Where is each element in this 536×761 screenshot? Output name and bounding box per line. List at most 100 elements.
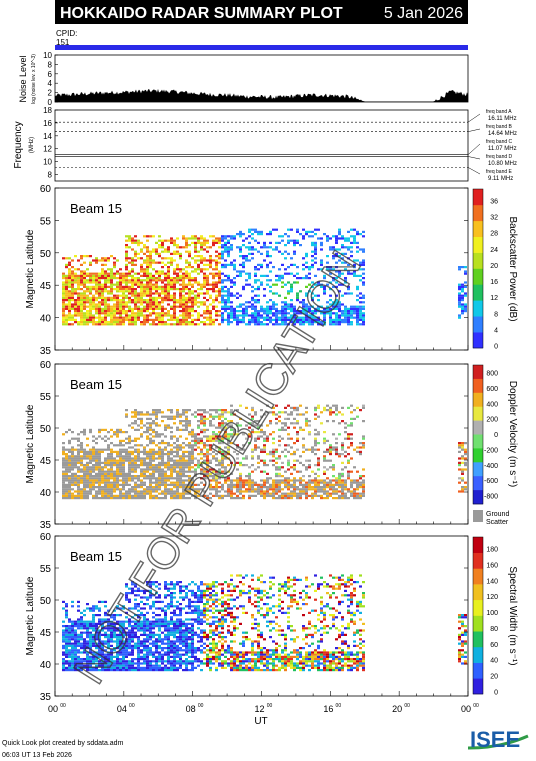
noise-tick-label: 0	[48, 98, 53, 107]
color-bar: 0 4 8 12 16 20 24 28 32 36	[472, 188, 498, 351]
velocity-panel: 35 40 45 50 55 60 Magnetic Latitude Beam 15 800 6…	[25, 360, 518, 531]
time-tick-label: 00	[461, 704, 471, 714]
latitude-tick-label: 35	[40, 520, 52, 531]
frequency-band-label: freq band E	[486, 169, 513, 175]
time-axis: 00 00 04 00 08 00 12 00 16 00 20 00 00 00	[48, 703, 479, 714]
frequency-band-label: freq band A	[486, 109, 512, 115]
color-bar-tick-label: 0	[494, 690, 498, 697]
footer-timestamp: 06:03 UT 13 Feb 2026	[2, 752, 72, 759]
latitude-tick-label: 40	[40, 660, 52, 671]
beam-label: Beam 15	[70, 201, 122, 216]
noise-level-area	[55, 88, 468, 102]
frequency-band-value: 14.64 MHz	[488, 131, 517, 137]
latitude-tick-label: 40	[40, 314, 52, 325]
frequency-unit: (MHz)	[29, 137, 35, 153]
color-bar: 800 600 400 200 0 -200 -400 -600 -800	[472, 364, 498, 505]
frequency-band-label: freq band D	[486, 154, 513, 160]
color-bar-tick-label: 100	[486, 610, 498, 617]
noise-tick-label: 4	[48, 79, 53, 88]
time-tick-label: 12	[254, 704, 264, 714]
time-tick-label: 16	[323, 704, 333, 714]
latitude-tick-label: 35	[40, 346, 52, 357]
latitude-axis-label: Magnetic Latitude	[25, 229, 36, 308]
color-bar-tick-label: 160	[486, 562, 498, 569]
noise-ylabel-sub: log (noise lev. x 10^-3)	[31, 54, 37, 104]
noise-ylabel: Noise Level	[18, 55, 28, 102]
time-tick-minutes: 00	[404, 703, 410, 709]
time-tick-label: 04	[117, 704, 127, 714]
color-bar-tick-label: 140	[486, 578, 498, 585]
scatter-cells	[62, 228, 467, 326]
frequency-band-value: 16.11 MHz	[488, 116, 517, 122]
time-tick-label: 08	[186, 704, 196, 714]
color-bar-tick-label: 8	[494, 311, 498, 318]
latitude-tick-label: 45	[40, 628, 52, 639]
time-tick-minutes: 00	[198, 703, 204, 709]
color-bar-tick-label: 600	[486, 386, 498, 393]
time-tick-label: 20	[392, 704, 402, 714]
latitude-tick-label: 55	[40, 392, 52, 403]
time-tick-minutes: 00	[129, 703, 135, 709]
latitude-tick-label: 50	[40, 424, 52, 435]
isee-logo-text: ISEE	[470, 727, 520, 752]
frequency-band-label: freq band B	[486, 124, 513, 130]
frequency-tick-label: 8	[48, 171, 53, 180]
color-bar-tick-label: 32	[490, 215, 498, 222]
ground-scatter-swatch	[473, 510, 483, 522]
color-bar-tick-label: -600	[484, 478, 498, 485]
cpid-value: 151	[56, 38, 70, 47]
frequency-tick-label: 12	[43, 145, 52, 154]
frequency-ylabel: Frequency	[13, 121, 24, 168]
ground-scatter-label: Scatter	[486, 519, 509, 526]
plot-title: HOKKAIDO RADAR SUMMARY PLOT	[60, 5, 343, 22]
color-bar-tick-label: 80	[490, 626, 498, 633]
color-bar-tick-label: 60	[490, 642, 498, 649]
color-bar-tick-label: 0	[494, 344, 498, 351]
latitude-tick-label: 45	[40, 281, 52, 292]
latitude-tick-label: 55	[40, 564, 52, 575]
noise-tick-label: 10	[43, 51, 52, 60]
latitude-tick-label: 60	[40, 532, 52, 543]
latitude-tick-label: 35	[40, 692, 52, 703]
x-axis-label: UT	[254, 716, 267, 727]
time-tick-minutes: 00	[473, 703, 479, 709]
color-bar-tick-label: -400	[484, 463, 498, 470]
latitude-tick-label: 60	[40, 360, 52, 371]
time-tick-minutes: 00	[60, 703, 66, 709]
color-bar-tick-label: 800	[486, 371, 498, 378]
latitude-tick-label: 60	[40, 184, 52, 195]
color-bar: 0 20 40 60 80 100 120 140 160 180	[472, 536, 498, 697]
color-bar-title: Doppler Velocity (m s⁻¹)	[507, 381, 518, 487]
frequency-band-label: freq band C	[486, 139, 513, 145]
frequency-tick-label: 16	[43, 119, 52, 128]
color-bar-tick-label: 36	[490, 199, 498, 206]
color-bar-tick-label: -800	[484, 494, 498, 501]
time-tick-minutes: 00	[336, 703, 342, 709]
isee-logo: ISEE	[467, 727, 529, 752]
latitude-tick-label: 50	[40, 249, 52, 260]
beam-label: Beam 15	[70, 377, 122, 392]
color-bar-tick-label: 28	[490, 231, 498, 238]
latitude-axis-label: Magnetic Latitude	[25, 404, 36, 483]
title-bar	[55, 0, 468, 24]
color-bar-tick-label: 24	[490, 247, 498, 254]
color-bar-tick-label: 20	[490, 263, 498, 270]
frequency-band-value: 11.07 MHz	[488, 146, 517, 152]
color-bar-tick-label: 120	[486, 594, 498, 601]
color-bar-tick-label: 180	[486, 547, 498, 554]
frequency-band-value: 9.11 MHz	[488, 176, 513, 182]
frequency-panel: 8 10 12 14 16 18 freq band A16.11 MHz freq ban…	[13, 106, 517, 182]
latitude-axis-label: Magnetic Latitude	[25, 576, 36, 655]
frequency-tick-label: 10	[43, 158, 52, 167]
plot-date: 5 Jan 2026	[384, 5, 463, 22]
color-bar-tick-label: 20	[490, 674, 498, 681]
time-tick-label: 00	[48, 704, 58, 714]
color-bar-title: Backscatter Power (dB)	[507, 216, 518, 321]
width-panel: 35 40 45 50 55 60 Magnetic Latitude Beam 15 0 20 4…	[25, 532, 518, 703]
time-tick-minutes: 00	[267, 703, 273, 709]
latitude-tick-label: 45	[40, 456, 52, 467]
color-bar-tick-label: 4	[494, 327, 498, 334]
ground-scatter-label: Ground	[486, 511, 509, 518]
